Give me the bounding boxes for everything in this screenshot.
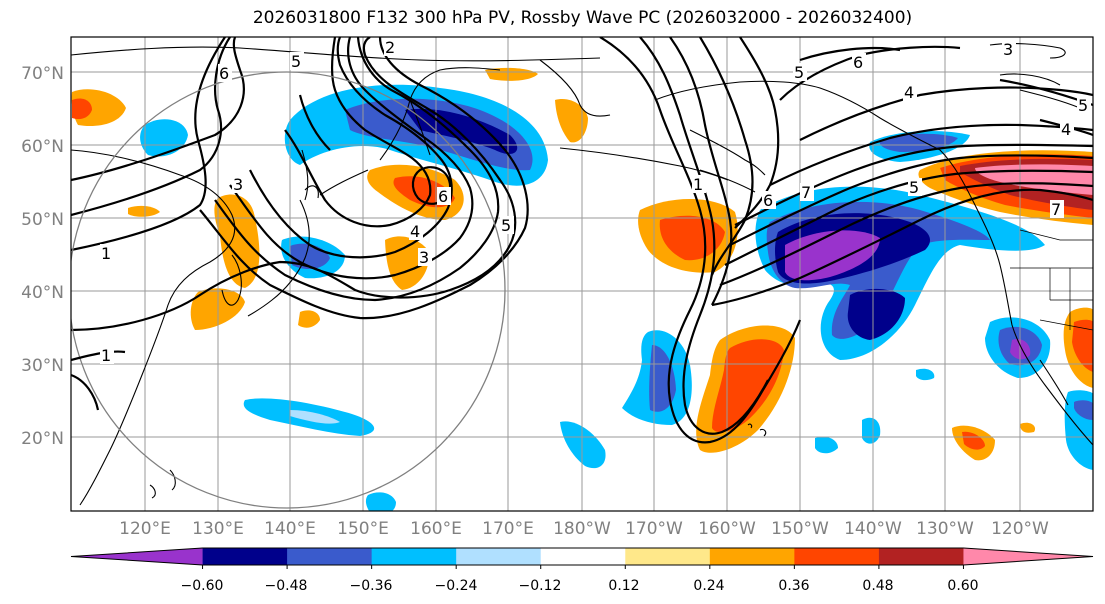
lon-label: 130°W [916, 519, 974, 539]
lon-label: 150°W [771, 519, 829, 539]
contour-label: 6 [438, 187, 448, 206]
lon-label: 120°W [991, 519, 1049, 539]
contour-label: 1 [693, 175, 703, 194]
lon-label: 170°W [625, 519, 683, 539]
coastlines [71, 43, 1093, 506]
pv-contours [71, 37, 1093, 509]
lon-label: 130°E [192, 519, 244, 539]
contour-label: 6 [219, 64, 229, 83]
colorbar-label: −0.12 [519, 578, 562, 594]
colorbar-label: 0.24 [693, 578, 724, 594]
colorbar-swatch [371, 548, 457, 565]
political-borders [1010, 229, 1093, 331]
colorbar-swatch [287, 548, 373, 565]
contour-label: 5 [1078, 96, 1088, 115]
colorbar-label: 0.60 [947, 578, 978, 594]
contour-label: 1 [101, 346, 111, 365]
contour-label: 3 [233, 175, 243, 194]
colorbar-label: 0.48 [862, 578, 893, 594]
colorbar-swatch [456, 548, 542, 565]
contour-label: 3 [1003, 40, 1013, 59]
lon-label: 160°W [698, 519, 756, 539]
lon-label: 150°E [337, 519, 389, 539]
contour-label: 5 [909, 178, 919, 197]
colorbar-swatch [202, 548, 288, 565]
contour-label: 5 [501, 216, 511, 235]
contour-label: 4 [410, 222, 420, 241]
colorbar-label: −0.24 [435, 578, 478, 594]
colorbar-label: −0.60 [181, 578, 224, 594]
contour-label: 7 [1051, 200, 1061, 219]
colorbar-label: −0.48 [265, 578, 308, 594]
contour-labels: 6 5 2 3 6 4 5 6 7 5 4 5 4 6 [100, 38, 1091, 365]
contour-label: 5 [794, 63, 804, 82]
colorbar-swatch [709, 548, 795, 565]
contour-label: 4 [904, 83, 914, 102]
lon-label: 180°W [553, 519, 611, 539]
lon-label: 170°E [482, 519, 534, 539]
lat-label: 70°N [21, 64, 64, 84]
lon-label: 160°E [410, 519, 462, 539]
colorbar-label: −0.36 [350, 578, 393, 594]
longitude-labels: 120°E 130°E 140°E 150°E 160°E 170°E 180°… [119, 519, 1049, 539]
latitude-labels: 70°N 60°N 50°N 40°N 30°N 20°N [21, 64, 64, 449]
contour-label: 1 [101, 244, 111, 263]
colorbar-swatch [540, 548, 626, 565]
contour-label: 6 [853, 53, 863, 72]
colorbar-label: 0.12 [608, 578, 639, 594]
map-content: 6 5 2 3 6 4 5 6 7 5 4 5 4 6 [71, 37, 1093, 511]
colorbar [70, 547, 1094, 569]
lon-label: 120°E [119, 519, 171, 539]
figure-title: 2026031800 F132 300 hPa PV, Rossby Wave … [252, 8, 913, 28]
contour-label: 4 [1061, 120, 1071, 139]
lat-label: 50°N [21, 210, 64, 230]
colorbar-swatch [625, 548, 711, 565]
contour-label: 7 [801, 183, 811, 202]
lat-label: 20°N [21, 429, 64, 449]
contour-label: 3 [419, 248, 429, 267]
colorbar-swatch [878, 548, 964, 565]
lat-label: 60°N [21, 137, 64, 157]
lon-label: 140°W [844, 519, 902, 539]
contour-label: 5 [291, 52, 301, 71]
map-frame [70, 36, 1094, 512]
lon-label: 140°E [264, 519, 316, 539]
contour-label: 2 [385, 38, 395, 57]
colorbar-labels: −0.60 −0.48 −0.36 −0.24 −0.12 0.12 0.24 … [181, 578, 979, 594]
colorbar-label: 0.36 [778, 578, 809, 594]
lat-label: 30°N [21, 356, 64, 376]
colorbar-swatch [794, 548, 880, 565]
contour-label: 6 [763, 191, 773, 210]
colorbar-extend-left [71, 548, 203, 565]
colorbar-extend-right [963, 548, 1093, 565]
lat-label: 40°N [21, 283, 64, 303]
